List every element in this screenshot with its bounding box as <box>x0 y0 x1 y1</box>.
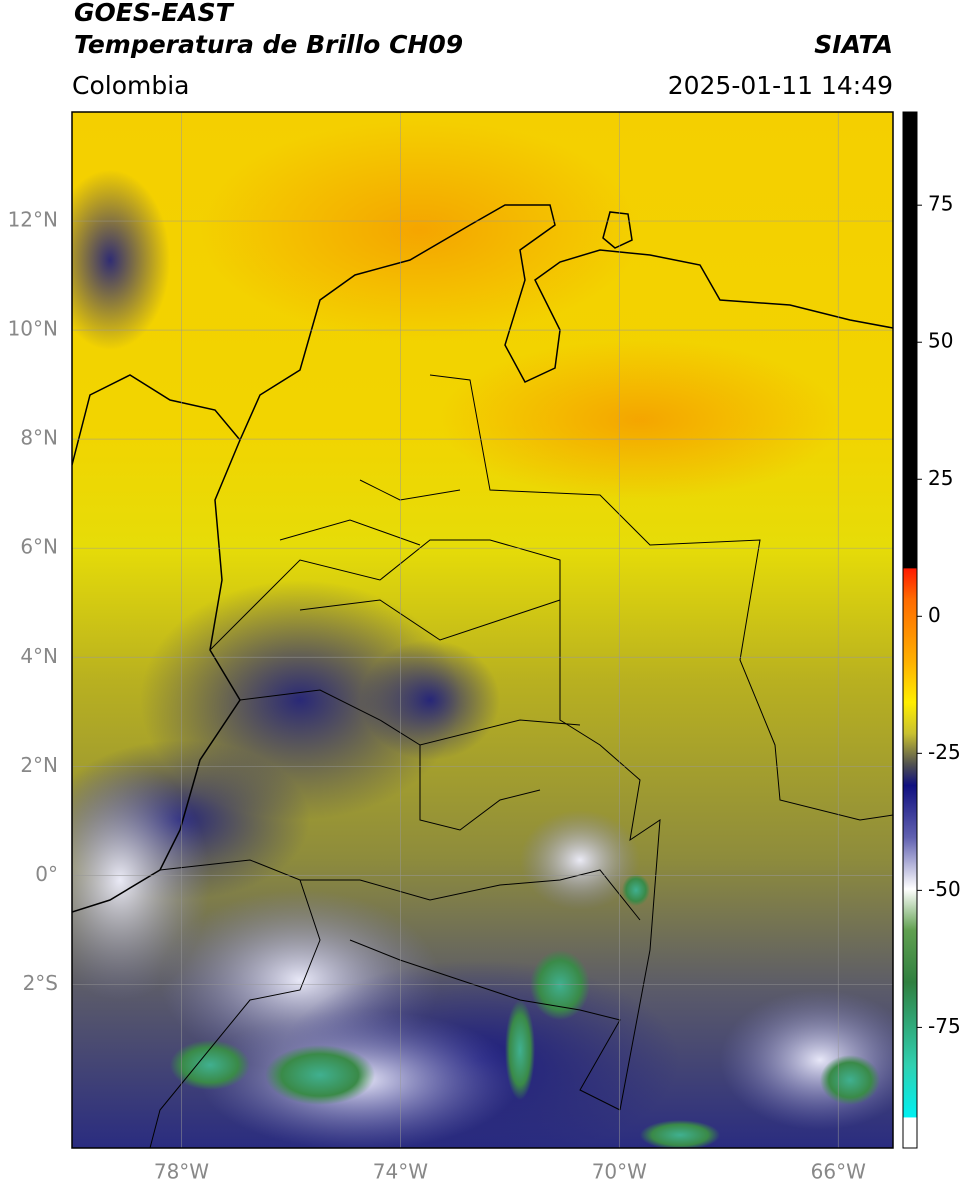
y-tick-label: 4°N <box>20 644 58 668</box>
colorbar-tick-label: 0 <box>928 603 941 627</box>
datetime: 2025-01-11 14:49 <box>668 71 893 100</box>
satellite-image <box>72 112 893 1148</box>
colorbar-tick-label: 75 <box>928 192 953 216</box>
y-tick-label: 12°N <box>8 208 58 232</box>
colorbar-tick-label: -50 <box>928 877 961 901</box>
map-frame <box>71 111 894 1149</box>
y-tick-label: 10°N <box>8 317 58 341</box>
y-tick-label: 8°N <box>20 426 58 450</box>
subtitle: Temperatura de Brillo CH09 <box>74 30 463 59</box>
y-tick-label: 2°S <box>23 971 58 995</box>
colorbar-tick-label: 50 <box>928 329 953 353</box>
y-tick-label: 6°N <box>20 535 58 559</box>
x-tick-label: 66°W <box>811 1160 866 1184</box>
colorbar-tick-label: 25 <box>928 466 953 490</box>
colorbar-tick-label: -25 <box>928 740 961 764</box>
y-tick-label: 0° <box>35 862 58 886</box>
colorbar-tick-label: -75 <box>928 1014 961 1038</box>
colorbar <box>902 111 918 1149</box>
title: GOES-EAST <box>74 0 235 27</box>
region: Colombia <box>72 71 189 100</box>
x-tick-label: 78°W <box>154 1160 209 1184</box>
y-tick-label: 2°N <box>20 753 58 777</box>
source: SIATA <box>814 30 893 59</box>
x-tick-label: 70°W <box>592 1160 647 1184</box>
x-tick-label: 74°W <box>373 1160 428 1184</box>
